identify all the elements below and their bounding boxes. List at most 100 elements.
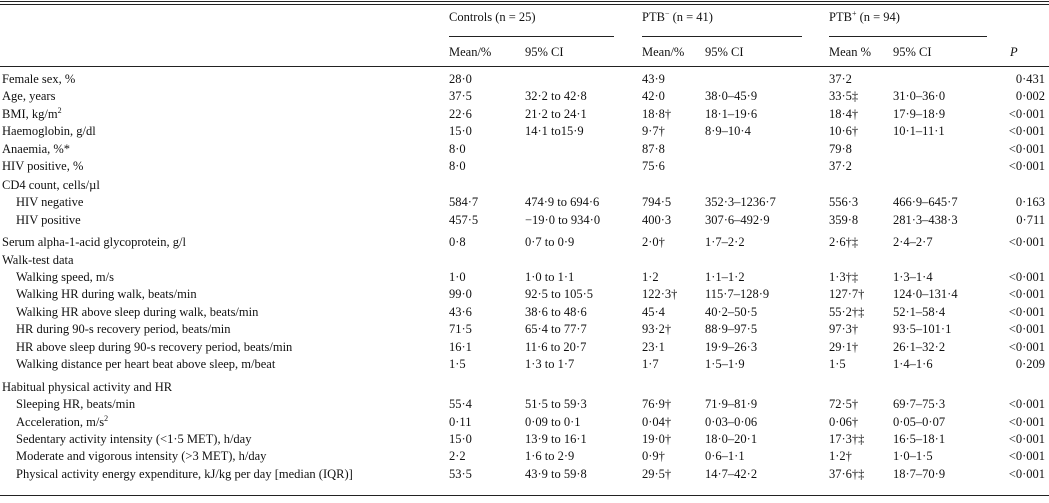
- row-label: Walking HR during walk, beats/min: [16, 286, 197, 302]
- cell: 52·1–58·4: [893, 304, 946, 319]
- label-text: Sleeping HR, beats/min: [16, 397, 136, 412]
- p-value: <0·001: [1008, 269, 1045, 284]
- section-label: CD4 count, cells/µl: [2, 177, 100, 193]
- label-text: Walking distance per heart beat above sl…: [16, 356, 276, 371]
- cell: −19·0 to 934·0: [525, 212, 601, 227]
- cell: 42·0: [642, 89, 665, 104]
- cell: 71·5: [449, 322, 472, 337]
- label-sup: 2: [57, 105, 62, 115]
- label-text: HIV negative: [16, 195, 84, 210]
- bottom-rule: [0, 495, 1049, 496]
- group-label: PTB: [829, 10, 852, 24]
- row-label: Serum alpha-1-acid glycoprotein, g/l: [2, 234, 186, 250]
- row-label: HIV negative: [16, 194, 83, 210]
- cell: 31·0–36·0: [893, 89, 946, 104]
- cell: 400·3: [642, 212, 672, 227]
- cell: 2·0†: [642, 235, 665, 250]
- cell: 10·1–11·1: [893, 124, 945, 139]
- group-header: Controls (n = 25): [449, 9, 536, 25]
- cell: 1·3–1·4: [893, 269, 933, 284]
- cell: 1·5: [829, 356, 846, 371]
- label-text: Walking HR during walk, beats/min: [16, 287, 197, 302]
- cell: 19·0†: [642, 432, 672, 446]
- label-text: HR above sleep during 90-s recovery peri…: [16, 339, 293, 354]
- cell: 0·04†: [642, 414, 672, 429]
- cell: 8·0: [449, 141, 466, 156]
- group-rule: [829, 36, 987, 37]
- section-label: Walk-test data: [2, 252, 74, 268]
- cell: 88·9–97·5: [705, 322, 758, 337]
- p-value: <0·001: [1008, 235, 1045, 250]
- cell: 0·05–0·07: [893, 414, 946, 429]
- cell: 16·5–18·1: [893, 432, 946, 446]
- column-header: 95% CI: [893, 45, 932, 59]
- group-n: (n = 41): [672, 10, 713, 24]
- cell: 43·6: [449, 304, 472, 319]
- cell: 93·2†: [642, 322, 672, 337]
- row-label: HIV positive: [16, 212, 81, 228]
- cell: 53·5: [449, 466, 472, 481]
- p-value: 0·711: [1016, 212, 1045, 227]
- cell: 38·0–45·9: [705, 89, 758, 104]
- cell: 79·8: [829, 141, 852, 156]
- cell: 33·5‡: [829, 89, 859, 104]
- label-text: Anaemia, %*: [2, 141, 71, 156]
- cell: 37·6†‡: [829, 466, 865, 481]
- cell: 11·6 to 20·7: [525, 339, 587, 354]
- row-label: Acceleration, m/s2: [16, 414, 108, 430]
- cell: 18·0–20·1: [705, 432, 758, 446]
- cell: 26·1–32·2: [893, 339, 946, 354]
- cell: 1·0 to 1·1: [525, 269, 575, 284]
- column-header: Mean/%: [642, 45, 685, 59]
- cell: 45·4: [642, 304, 665, 319]
- label-text: HIV positive, %: [2, 159, 84, 173]
- cell: 0·11: [449, 414, 472, 429]
- label-text: Physical activity energy expenditure, kJ…: [16, 466, 353, 481]
- cell: 359·8: [829, 212, 859, 227]
- p-value: 0·163: [1015, 195, 1045, 210]
- column-header: Mean %: [829, 45, 871, 59]
- row-label: HR during 90-s recovery period, beats/mi…: [16, 321, 231, 337]
- cell: 1·5–1·9: [705, 356, 745, 371]
- cell: 65·4 to 77·7: [525, 322, 587, 337]
- label-text: BMI, kg/m: [2, 106, 58, 121]
- label-text: Habitual physical activity and HR: [2, 379, 173, 394]
- label-text: HR during 90-s recovery period, beats/mi…: [16, 322, 231, 337]
- row-label: Female sex, %: [2, 71, 75, 87]
- cell: 72·5†: [829, 397, 859, 412]
- p-value: <0·001: [1008, 304, 1045, 319]
- cell: 0·09 to 0·1: [525, 414, 581, 429]
- cell: 9·7†: [642, 124, 665, 139]
- cell: 32·2 to 42·8: [525, 89, 587, 104]
- cell: 1·4–1·6: [893, 356, 933, 371]
- cell: 352·3–1236·7: [705, 195, 776, 210]
- cell: 2·6†‡: [829, 235, 859, 250]
- label-text: HIV positive: [16, 212, 81, 227]
- header-rule: [0, 66, 1049, 67]
- cell: 1·0–1·5: [893, 449, 933, 464]
- cell: 122·3†: [642, 287, 678, 302]
- cell: 69·7–75·3: [893, 397, 946, 412]
- cell: 55·4: [449, 397, 472, 412]
- cell: 1·2†: [829, 449, 852, 464]
- cell: 16·1: [449, 339, 472, 354]
- cell: 75·6: [642, 159, 665, 173]
- cell: 17·9–18·9: [893, 106, 946, 121]
- cell: 1·6 to 2·9: [525, 449, 575, 464]
- top-rule: [0, 4, 1049, 5]
- group-header: PTB− (n = 41): [642, 9, 713, 25]
- cell: 8·9–10·4: [705, 124, 751, 139]
- p-value: <0·001: [1008, 449, 1045, 464]
- cell: 29·5†: [642, 466, 672, 481]
- cell: 457·5: [449, 212, 479, 227]
- cell: 18·8†: [642, 106, 672, 121]
- column-header: P: [1010, 45, 1018, 59]
- label-text: Walking HR above sleep during walk, beat…: [16, 304, 259, 319]
- cell: 92·5 to 105·5: [525, 287, 594, 302]
- cell: 18·7–70·9: [893, 466, 946, 481]
- column-header: 95% CI: [705, 45, 744, 59]
- cell: 584·7: [449, 195, 479, 210]
- p-value: <0·001: [1008, 466, 1045, 481]
- label-sup: 2: [104, 413, 109, 423]
- cell: 466·9–645·7: [893, 195, 958, 210]
